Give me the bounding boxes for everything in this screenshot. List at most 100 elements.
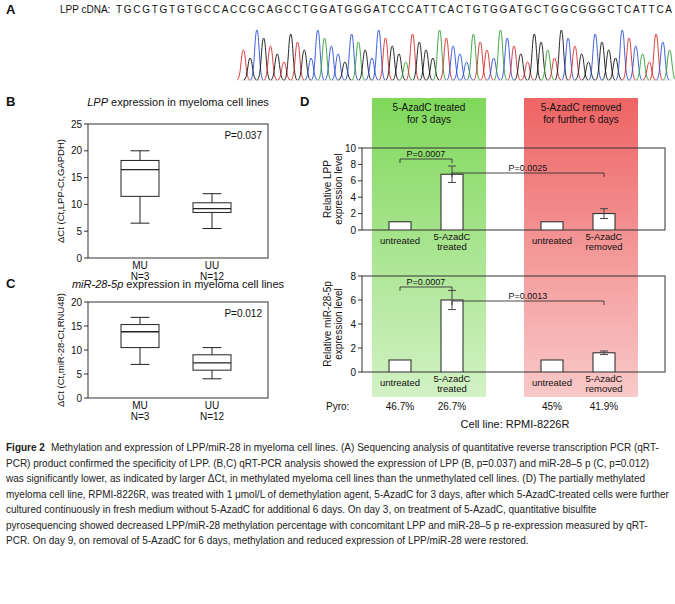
sequence-label: LPP cDNA: [60,4,110,15]
caption-text: Methylation and expression of LPP/miR-28… [6,442,669,546]
panel-letter: B [6,94,15,109]
y-tick-label: 10 [71,345,83,356]
cell-line-label: Cell line: RPMI-8226R [461,418,570,430]
whisker-cap [131,364,150,365]
sequence-bases: TGCGTGTGTGCCACCGCAGCCTGGATGGGATCCCATTCAC… [116,4,672,15]
chromatogram-peak [366,58,379,80]
title-rest: expression in myeloma cell lines [123,278,284,290]
y-tick [84,326,88,327]
y-tick [84,177,88,178]
sample-size: N=3 [131,411,150,422]
y-tick [358,230,362,231]
label-line: expression level [333,288,344,360]
bar [541,222,563,230]
x-tick-label: 5-AzadCtreated [434,231,471,252]
plot-frame [88,302,268,398]
y-tick [84,124,88,125]
y-tick [84,258,88,259]
y-tick-label: 8 [350,271,356,282]
p-value: P=0.0007 [407,277,446,287]
y-tick [358,348,362,349]
pyro-value: 46.7% [386,401,414,412]
box [193,203,231,213]
error-cap [448,309,456,310]
label-line: expression level [333,153,344,225]
treatment-background [372,98,486,397]
y-tick-label: 5 [76,226,82,237]
caption-label: Figure 2 [6,442,45,453]
y-tick-label: 25 [71,119,83,130]
whisker-cap [203,378,222,379]
y-tick-label: 0 [350,367,356,378]
box [121,160,159,196]
chromatogram-peak [487,58,500,80]
chromatogram-peak [278,62,291,80]
whisker-cap [203,228,222,229]
boxes [121,317,231,378]
comparison-bracket [400,287,452,291]
x-tick-label: 5-AzadCremoved [586,373,623,394]
label-line: removed [586,241,623,252]
median [193,208,231,209]
x-tick-label: UU [205,260,219,271]
y-tick [84,398,88,399]
chromatogram-peak [582,62,595,80]
chromatogram-peak [244,58,257,80]
comparison-bracket [452,301,604,305]
error-bar [604,351,605,355]
y-tick [358,372,362,373]
bar [593,353,615,372]
y-tick-label: 0 [350,225,356,236]
y-tick [84,302,88,303]
title-gene: LPP [87,96,108,108]
title-gene: miR-28-5p [72,278,123,290]
y-tick [358,213,362,214]
label-line: removed [586,383,623,394]
y-tick-label: 5 [76,369,82,380]
label-line: for 3 days [407,114,451,125]
y-axis-label: Relative miR-28-5pexpression level [322,281,344,367]
error-cap [600,351,608,352]
figure: ALPP cDNA:TGCGTGTGTGCCACCGCAGCCTGGATGGGA… [0,0,675,440]
y-axis-label: Relative LPPexpression level [322,153,344,225]
panel-letter: C [6,276,16,291]
chromatogram-peak [338,62,351,80]
y-tick-label: 10 [71,199,83,210]
label-line: Relative LPP [322,160,333,218]
bars [389,166,615,230]
bar [389,222,411,230]
y-tick [358,148,362,149]
error-cap [448,166,456,167]
whisker-cap [131,150,150,151]
y-tick [358,300,362,301]
treatment-label: 5-AzadC removedfor further 6 days [541,102,622,125]
caption: Figure 2Methylation and expression of LP… [6,440,669,549]
x-tick-label: untreated [532,235,572,246]
chart-title: miR-28-5p expression in myeloma cell lin… [72,278,285,290]
label-line: 5-AzadC treated [393,102,466,113]
whisker-cap [203,193,222,194]
x-tick-label: 5-AzadCremoved [586,231,623,252]
y-tick [358,164,362,165]
error-cap [600,354,608,355]
chromatogram-peak [663,50,675,80]
bar [389,360,411,372]
chromatogram-peak [609,58,622,80]
chromatogram-peak [399,62,412,80]
y-axis-label: ΔCt (Ct,LPP-Ct,GAPDH) [55,139,66,243]
y-tick-label: 0 [76,253,82,264]
chart-title: LPP expression in myeloma cell lines [87,96,269,108]
bar [541,360,563,372]
plot-frame [362,148,665,230]
y-tick [358,324,362,325]
whisker-cap [131,317,150,318]
p-value: P=0.0013 [509,291,548,301]
y-tick-label: 0 [76,393,82,404]
label-line: treated [437,241,467,252]
p-value: P=0.012 [224,308,262,319]
label-line: treated [437,383,467,394]
x-tick-label: MU [132,400,148,411]
y-tick-label: 6 [350,295,356,306]
whisker-cap [131,223,150,224]
title-rest: expression in myeloma cell lines [108,96,269,108]
